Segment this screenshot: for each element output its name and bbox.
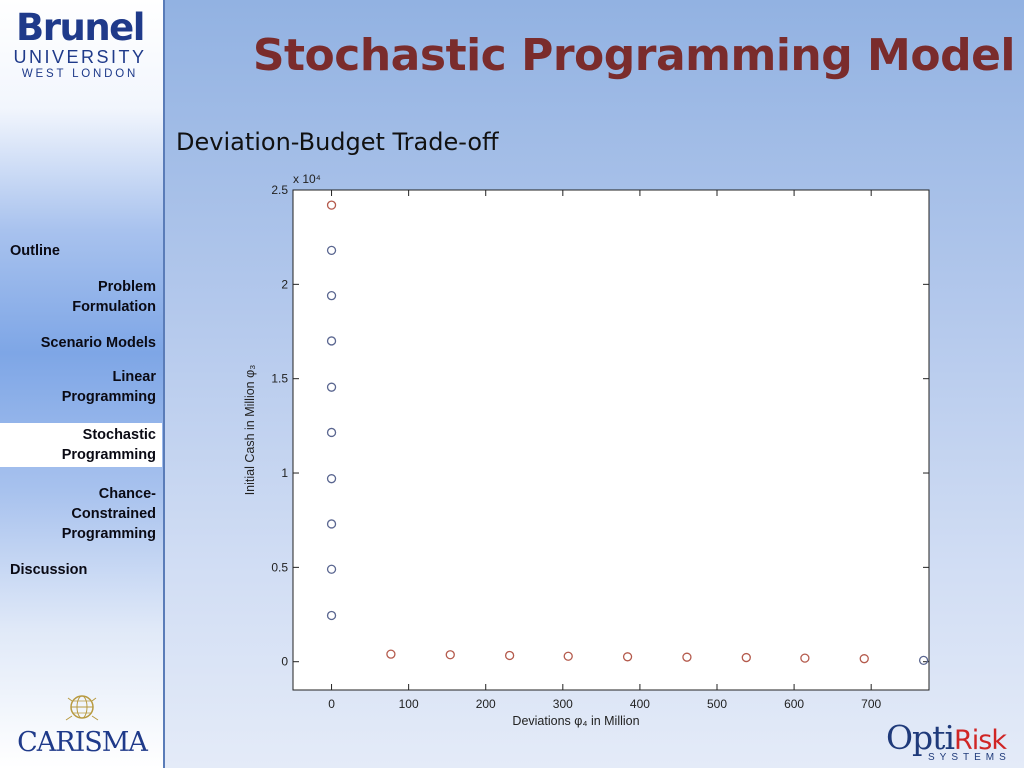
nav-scenario-models[interactable]: Scenario Models [0, 333, 162, 353]
carisma-logo: CARISMA [6, 692, 158, 757]
nav-problem-formulation[interactable]: Problem Formulation [0, 277, 162, 317]
brunel-logo-name: Brunel [16, 6, 145, 49]
optirisk-logo: OptiRisk SYSTEMS [886, 720, 1022, 766]
x-tick-label: 200 [476, 697, 496, 711]
y-tick-label: 1.5 [271, 372, 288, 386]
scatter-chart: 0 100 200 300 400 500 600 700 0 0.5 1 1.5 2 2.5 x 10⁴ D… [243, 172, 930, 728]
data-point [326, 474, 337, 484]
data-point [445, 650, 455, 660]
brunel-logo-university: UNIVERSITY [13, 47, 147, 67]
x-tick-label: 100 [399, 697, 419, 711]
data-point [326, 245, 337, 256]
brunel-university-logo: Brunel UNIVERSITY WEST LONDON [12, 8, 148, 81]
optirisk-logo-opti: Opti [886, 718, 955, 757]
y-axis-multiplier: x 10⁴ [293, 172, 321, 186]
nav-discussion[interactable]: Discussion [0, 560, 162, 580]
data-point [682, 652, 692, 662]
nav-stochastic-programming[interactable]: Stochastic Programming [0, 423, 162, 467]
slide-title: Stochastic Programming Model [252, 30, 1016, 81]
data-point [326, 564, 337, 574]
y-tick-label: 0 [281, 655, 288, 669]
nav-item-label: Problem Formulation [72, 279, 156, 315]
data-point [800, 653, 810, 663]
nav-item-label: Scenario Models [40, 335, 156, 351]
nav-outline[interactable]: Outline [0, 241, 162, 261]
nav-item-label: Outline [10, 243, 60, 259]
y-axis-label: Initial Cash in Million φ₃ [243, 365, 257, 496]
data-point [326, 291, 337, 301]
data-point [326, 427, 337, 438]
data-point [859, 654, 869, 664]
globe-emblem-icon [65, 695, 99, 721]
x-tick-label: 500 [707, 697, 727, 711]
optirisk-logo-risk: Risk [954, 725, 1007, 756]
optirisk-logo-systems: SYSTEMS [928, 752, 1011, 763]
nav-linear-programming[interactable]: Linear Programming [0, 367, 162, 407]
nav-item-label: Discussion [10, 562, 88, 578]
x-tick-label: 600 [784, 697, 804, 711]
y-tick-label: 1 [281, 466, 288, 480]
data-point [622, 652, 633, 662]
y-tick-label: 0.5 [271, 560, 288, 574]
data-point [741, 652, 751, 663]
data-point [326, 336, 337, 346]
x-tick-label: 400 [630, 697, 650, 711]
data-point [326, 610, 337, 621]
nav-item-label-active: Stochastic Programming [0, 423, 162, 467]
slide-subtitle: Deviation-Budget Trade-off [176, 128, 499, 156]
sidebar: Brunel UNIVERSITY WEST LONDON Outline Pr… [0, 0, 165, 768]
data-point [918, 655, 929, 666]
data-point [326, 519, 337, 529]
nav-chance-constrained-programming[interactable]: Chance- Constrained Programming [0, 484, 162, 544]
x-tick-label: 0 [328, 697, 335, 711]
carisma-logo-text: CARISMA [17, 727, 148, 758]
data-point [504, 650, 515, 661]
plot-area [292, 189, 930, 691]
data-point [326, 382, 337, 392]
x-axis-label: Deviations φ₄ in Million [512, 714, 639, 728]
brunel-logo-location: WEST LONDON [21, 68, 139, 80]
data-point [386, 649, 396, 659]
y-tick-label: 2.5 [271, 183, 288, 197]
x-tick-label: 700 [861, 697, 881, 711]
data-point [326, 200, 337, 210]
y-tick-label: 2 [281, 277, 288, 291]
nav-item-label: Chance- Constrained Programming [61, 486, 156, 542]
x-tick-label: 300 [553, 697, 573, 711]
nav-item-label: Linear Programming [61, 369, 156, 405]
data-point [563, 651, 573, 661]
